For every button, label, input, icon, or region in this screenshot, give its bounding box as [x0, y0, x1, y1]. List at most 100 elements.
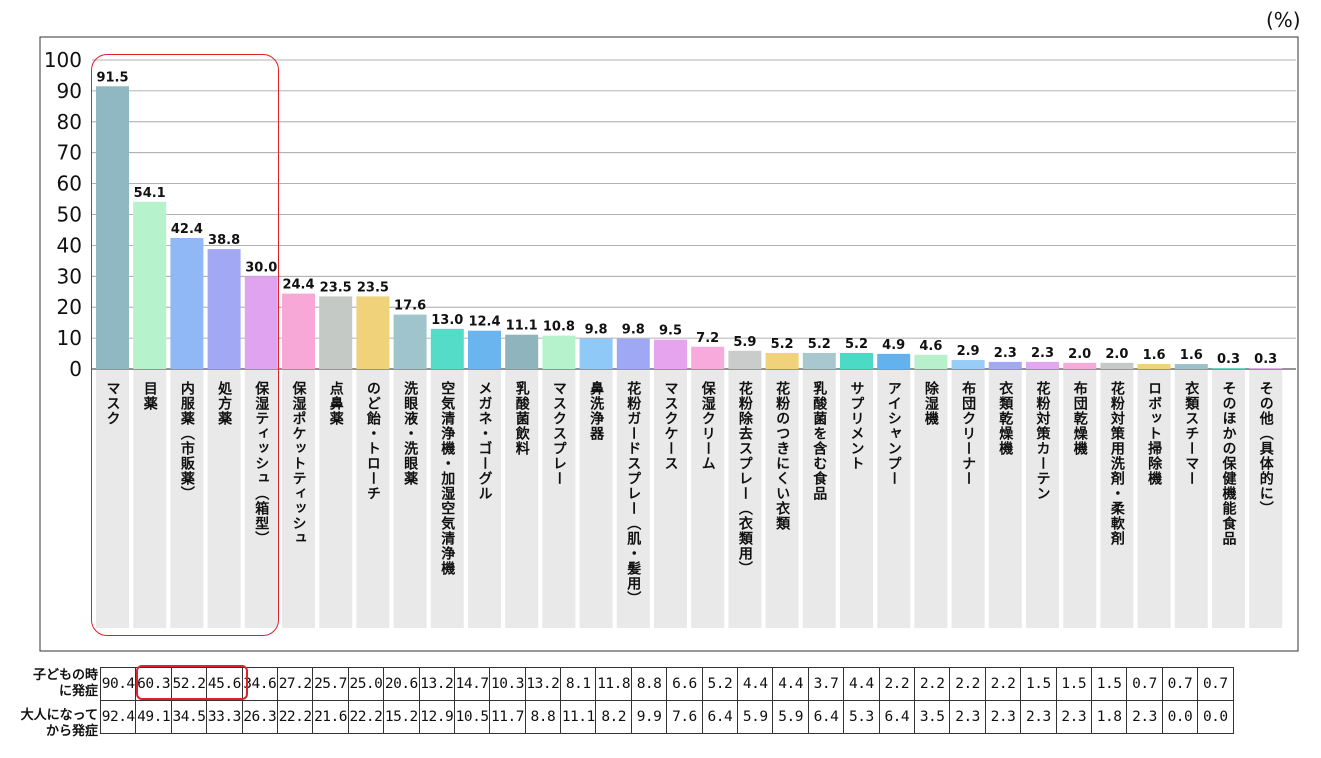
category-label: メガネ・ゴーグル — [477, 381, 493, 501]
y-tick-label-10: 10 — [57, 326, 82, 350]
onset-table: 90.4 60.3 52.2 45.6 34.6 27.2 25.7 25.0 20.6 13.2… — [99, 667, 1234, 734]
category-label: 花粉のつきにくい衣類 — [774, 380, 791, 531]
category-band — [319, 370, 353, 628]
table-cell: 20.6 — [383, 667, 420, 701]
table-cell: 3.7 — [807, 667, 845, 701]
y-tick-label-60: 60 — [57, 172, 82, 196]
table-cell: 90.4 — [99, 667, 137, 701]
data-label: 17.6 — [394, 299, 426, 314]
category-label: マスクスプレー — [551, 381, 567, 486]
category-band — [654, 370, 687, 628]
table-cell: 2.2 — [878, 667, 915, 701]
table-cell: 6.4 — [807, 700, 845, 734]
table-cell: 2.3 — [1020, 700, 1057, 734]
bar — [96, 86, 129, 369]
data-label: 54.1 — [134, 186, 166, 201]
table-cell: 8.8 — [630, 667, 668, 701]
data-label: 10.8 — [543, 320, 575, 335]
category-label: 衣類スチーマー — [1183, 380, 1200, 486]
bars: 91.5 マスク 54.1 目薬 42.4 内服薬（市販薬） 38.8 処方薬 30.0 保湿ティ… — [96, 70, 1283, 628]
data-label: 13.0 — [431, 313, 463, 328]
category-label: 目薬 — [142, 381, 158, 411]
category-band — [1174, 370, 1208, 628]
bar — [505, 334, 539, 369]
bar — [951, 360, 985, 369]
data-label: 4.9 — [882, 338, 905, 353]
table-cell: 49.1 — [135, 700, 172, 734]
data-label: 38.8 — [208, 233, 240, 248]
data-label: 9.8 — [585, 323, 608, 338]
bar — [1100, 362, 1134, 369]
bar — [616, 338, 650, 369]
bar — [356, 296, 390, 369]
table-cell: 11.1 — [560, 700, 597, 734]
data-label: 11.1 — [506, 319, 538, 334]
row-label-adult-line1: 大人になって — [20, 708, 98, 723]
bar — [282, 293, 315, 369]
table-cell: 2.3 — [949, 700, 986, 734]
row-label-child-line2: に発症 — [58, 684, 98, 699]
category-label: 花粉対策カーテン — [1035, 380, 1052, 501]
category-band — [765, 370, 799, 628]
category-label: マスク — [105, 381, 121, 426]
table-cell: 14.7 — [453, 667, 491, 701]
y-tick-label-0: 0 — [69, 357, 82, 381]
category-label: 鼻洗浄器 — [588, 380, 605, 441]
category-band — [1137, 370, 1171, 628]
table-cell: 0.0 — [1197, 700, 1234, 734]
data-label: 30.0 — [245, 260, 277, 275]
table-cell: 13.2 — [524, 667, 562, 701]
y-tick-label-90: 90 — [57, 79, 82, 103]
bar — [393, 314, 427, 369]
table-cell: 3.5 — [913, 700, 951, 734]
table-cell: 2.3 — [984, 700, 1022, 734]
category-band — [616, 370, 650, 628]
bar-chart: 0 10 20 30 40 50 60 70 80 90 100 91.5 マスク 54.1 目薬 42.4… — [39, 36, 1299, 652]
unit-label: (%) — [1266, 8, 1301, 32]
bar — [691, 346, 725, 369]
table-cell: 4.4 — [737, 667, 774, 701]
table-cell: 0.0 — [1161, 700, 1199, 734]
table-cell: 6.6 — [666, 667, 703, 701]
category-label: 内服薬（市販薬） — [179, 380, 196, 501]
row-label-child: 子どもの時 に発症 — [0, 668, 98, 700]
bar — [914, 354, 948, 369]
data-label: 42.4 — [171, 222, 203, 237]
bar — [133, 201, 167, 369]
data-label: 23.5 — [357, 280, 389, 295]
category-band — [877, 370, 911, 628]
table-cell: 2.3 — [1055, 700, 1092, 734]
category-label: アイシャンプー — [886, 381, 902, 486]
category-label: そのほかの保健機能食品 — [1221, 381, 1238, 546]
data-label: 5.9 — [733, 335, 756, 350]
table-cell: 8.8 — [524, 700, 562, 734]
table-cell: 10.5 — [453, 700, 491, 734]
data-label: 9.8 — [622, 323, 645, 338]
category-label: 洗眼液・洗眼薬 — [402, 380, 418, 486]
plot-frame — [39, 36, 1299, 652]
table-cell: 2.2 — [913, 667, 951, 701]
table-cell: 33.3 — [206, 700, 243, 734]
category-label: 布団クリーナー — [960, 380, 976, 486]
category-band — [579, 370, 613, 628]
category-label: 処方薬 — [216, 380, 233, 426]
category-band — [505, 370, 539, 628]
table-cell: 8.2 — [595, 700, 632, 734]
bar — [542, 335, 576, 369]
category-label: ロボット掃除機 — [1146, 381, 1162, 486]
table-cell: 8.1 — [560, 667, 597, 701]
table-cell: 92.4 — [99, 700, 137, 734]
bar — [877, 353, 911, 369]
table-cell: 2.3 — [1126, 700, 1163, 734]
table-cell: 1.8 — [1090, 700, 1128, 734]
data-label: 2.3 — [1031, 346, 1054, 361]
bar — [988, 361, 1022, 369]
category-label: 空気清浄機・加湿空気清浄機 — [439, 380, 456, 576]
category-band — [133, 370, 167, 628]
category-label: 布団乾燥機 — [1072, 380, 1088, 456]
table-cell: 25.7 — [312, 667, 349, 701]
category-label: サプリメント — [849, 381, 865, 471]
category-band — [542, 370, 576, 628]
bar — [802, 352, 836, 369]
category-label: 花粉ガードスプレー（肌・髪用） — [625, 380, 642, 606]
